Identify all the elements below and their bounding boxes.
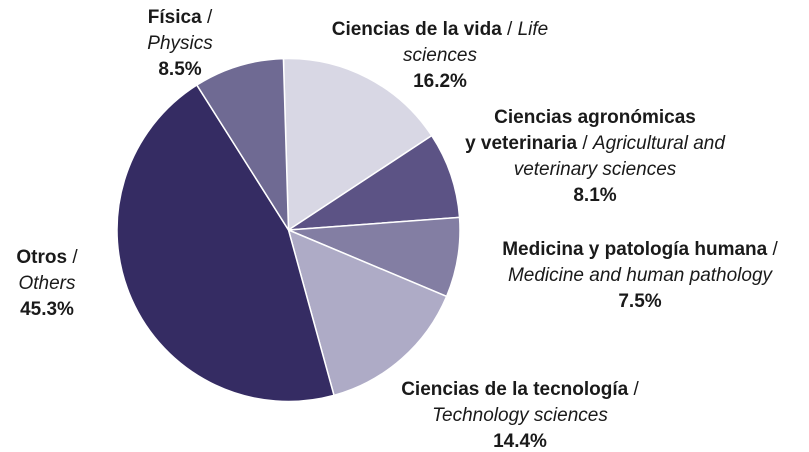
- label-separator: /: [633, 379, 639, 400]
- pie-slice: [282, 57, 433, 232]
- value-label: 8.5%: [158, 59, 202, 80]
- label-en: Others: [18, 273, 76, 294]
- label-en: Agricultural and veterinary sciences: [513, 133, 725, 180]
- label-separator: /: [206, 7, 213, 28]
- label-separator: /: [507, 19, 513, 40]
- label-es: Ciencias de la vida: [331, 19, 502, 40]
- label-en: Medicine and human pathology: [507, 265, 773, 286]
- label-separator: /: [582, 133, 588, 154]
- slice-label: Ciencias de la tecnología / Technology s…: [380, 377, 660, 452]
- label-es: Otros: [16, 247, 68, 268]
- value-label: 7.5%: [618, 291, 662, 312]
- slice-label: Ciencias agronómicas y veterinaria / Agri…: [465, 105, 725, 209]
- pie-slice: [287, 228, 448, 397]
- label-en: Physics: [147, 33, 213, 54]
- value-label: 16.2%: [413, 71, 467, 92]
- slice-label: Otros / Others 45.3%: [0, 245, 97, 323]
- slice-label: Medicina y patología humana / Medicine a…: [468, 237, 809, 315]
- value-label: 45.3%: [20, 299, 74, 320]
- value-label: 14.4%: [493, 431, 547, 452]
- label-es: Ciencias agronómicas: [494, 107, 696, 128]
- label-es: y veterinaria: [465, 133, 578, 154]
- pie-slice: [195, 57, 290, 233]
- label-es: Física: [147, 7, 202, 28]
- slice-label: Ciencias de la vida / Life sciences 16.2%: [325, 17, 555, 95]
- slice-label: Física / Physics 8.5%: [120, 5, 240, 83]
- label-es: Ciencias de la tecnología: [401, 379, 629, 400]
- label-separator: /: [772, 239, 778, 260]
- value-label: 8.1%: [573, 185, 617, 206]
- label-en: Life sciences: [403, 19, 549, 66]
- label-en: Technology sciences: [432, 405, 608, 426]
- label-es: Medicina y patología humana: [502, 239, 768, 260]
- pie-slice: [116, 84, 335, 403]
- label-separator: /: [72, 247, 78, 268]
